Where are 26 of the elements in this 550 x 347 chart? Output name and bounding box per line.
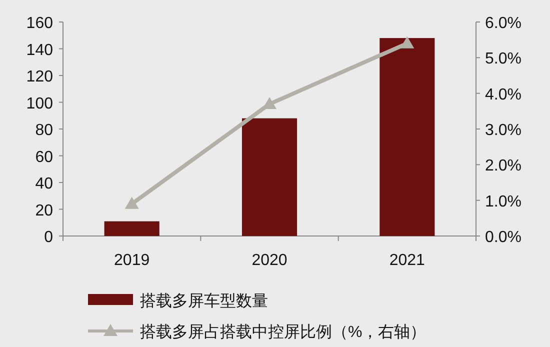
y-tick-label: 80	[35, 122, 54, 139]
point	[400, 36, 414, 48]
y2-tick-label: 0.0%	[485, 229, 522, 246]
y-tick-label: 40	[35, 176, 54, 192]
y2-tick-label: 1.0%	[485, 193, 522, 210]
y-tick-label: 160	[26, 15, 54, 32]
y-tick-label: 100	[26, 95, 54, 112]
y-tick-label: 120	[26, 68, 54, 86]
x-tick-label: 2020	[252, 252, 288, 269]
y-tick-label: 60	[35, 148, 54, 166]
y2-tick-label: 3.0%	[485, 122, 522, 139]
y2-tick-label: 2.0%	[485, 158, 522, 175]
y2-tick-label: 4.0%	[485, 86, 522, 104]
y-tick-label: 20	[35, 202, 54, 220]
y-tick-label: 140	[26, 42, 54, 59]
y-tick-label: 0	[44, 229, 54, 246]
bar	[380, 38, 435, 236]
y2-tick-label: 6.0%	[485, 15, 522, 32]
bar	[104, 221, 160, 236]
bar	[242, 118, 298, 236]
legend-label: 搭载多屏车型数量	[140, 292, 268, 310]
y2-tick-label: 5.0%	[485, 50, 522, 68]
legend-label: 搭载多屏占搭载中控屏比例（%，右轴）	[140, 323, 426, 341]
x-tick-label: 2021	[389, 252, 426, 269]
x-tick-label: 2019	[114, 252, 150, 269]
point	[124, 196, 139, 209]
